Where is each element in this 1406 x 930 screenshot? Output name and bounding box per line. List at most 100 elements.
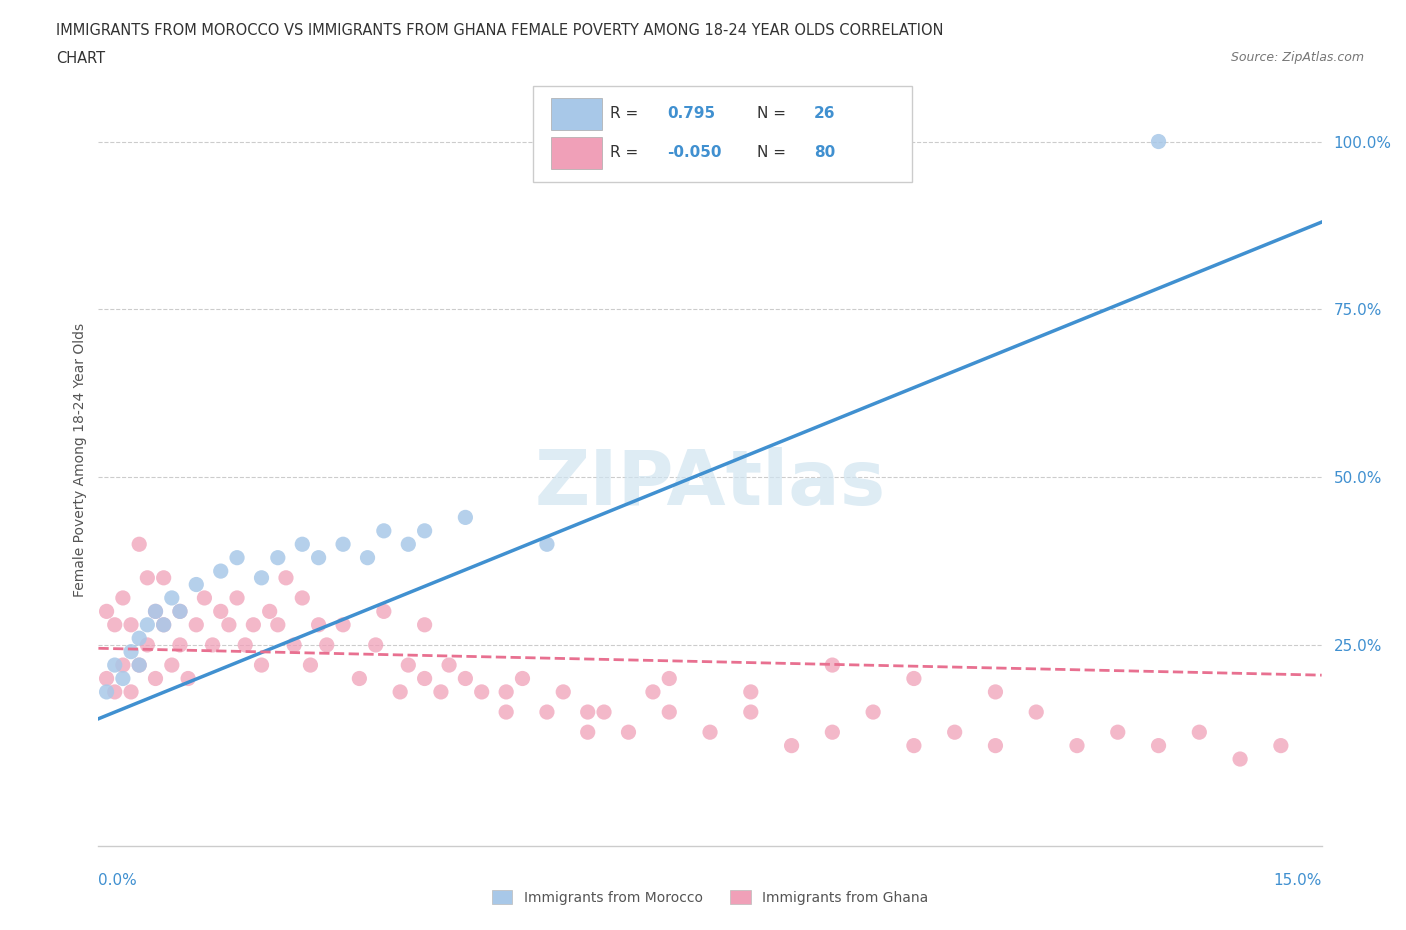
Point: [308, 618, 330, 632]
Point: [658, 705, 681, 720]
Point: [821, 724, 844, 739]
Text: 0.795: 0.795: [668, 106, 716, 121]
Point: [943, 724, 966, 739]
Point: [471, 684, 494, 699]
Point: [160, 658, 183, 672]
Text: Source: ZipAtlas.com: Source: ZipAtlas.com: [1230, 51, 1364, 64]
Point: [299, 658, 322, 672]
Point: [1188, 724, 1211, 739]
Point: [332, 618, 354, 632]
Point: [984, 684, 1007, 699]
Point: [356, 551, 378, 565]
Point: [177, 671, 200, 686]
Text: CHART: CHART: [56, 51, 105, 66]
Text: N =: N =: [756, 106, 790, 121]
Point: [226, 591, 249, 605]
Point: [373, 604, 395, 618]
Point: [111, 658, 134, 672]
Point: [740, 684, 762, 699]
Point: [396, 537, 419, 551]
Point: [332, 537, 354, 551]
Point: [169, 604, 191, 618]
FancyBboxPatch shape: [551, 137, 602, 169]
Point: [104, 658, 127, 672]
Point: [308, 551, 330, 565]
Point: [364, 637, 387, 652]
Point: [186, 578, 208, 592]
Point: [152, 618, 174, 632]
Point: [291, 537, 314, 551]
Point: [96, 684, 118, 699]
Point: [259, 604, 281, 618]
Point: [699, 724, 721, 739]
Text: 26: 26: [814, 106, 835, 121]
Point: [658, 671, 681, 686]
Point: [821, 658, 844, 672]
Point: [152, 618, 174, 632]
Point: [430, 684, 453, 699]
Text: R =: R =: [610, 145, 643, 160]
Legend: Immigrants from Morocco, Immigrants from Ghana: Immigrants from Morocco, Immigrants from…: [492, 890, 928, 905]
Text: 0.0%: 0.0%: [98, 873, 138, 888]
Point: [536, 705, 558, 720]
Point: [145, 604, 167, 618]
Text: 80: 80: [814, 145, 835, 160]
Point: [209, 604, 232, 618]
Point: [136, 637, 159, 652]
Point: [740, 705, 762, 720]
Text: R =: R =: [610, 106, 643, 121]
Point: [250, 570, 273, 585]
Point: [576, 724, 599, 739]
Point: [274, 570, 297, 585]
Point: [1066, 738, 1088, 753]
Point: [120, 618, 142, 632]
Point: [136, 618, 159, 632]
Point: [145, 604, 167, 618]
Point: [903, 671, 925, 686]
Point: [128, 537, 150, 551]
Point: [242, 618, 264, 632]
Point: [576, 705, 599, 720]
Point: [111, 671, 134, 686]
Point: [437, 658, 460, 672]
Point: [136, 570, 159, 585]
Point: [553, 684, 575, 699]
Point: [250, 658, 273, 672]
Point: [413, 524, 436, 538]
Point: [454, 510, 477, 525]
Point: [617, 724, 640, 739]
Point: [1025, 705, 1047, 720]
Point: [413, 671, 436, 686]
Point: [186, 618, 208, 632]
Y-axis label: Female Poverty Among 18-24 Year Olds: Female Poverty Among 18-24 Year Olds: [73, 324, 87, 597]
Point: [593, 705, 616, 720]
Point: [111, 591, 134, 605]
Point: [862, 705, 884, 720]
Point: [315, 637, 337, 652]
Point: [1147, 134, 1170, 149]
Point: [373, 524, 395, 538]
Text: 15.0%: 15.0%: [1274, 873, 1322, 888]
Point: [145, 671, 167, 686]
Point: [267, 551, 290, 565]
Point: [495, 705, 517, 720]
Point: [495, 684, 517, 699]
Point: [209, 564, 232, 578]
Point: [512, 671, 534, 686]
Point: [96, 671, 118, 686]
Point: [128, 658, 150, 672]
Point: [169, 637, 191, 652]
Point: [193, 591, 215, 605]
Point: [454, 671, 477, 686]
Point: [389, 684, 412, 699]
Point: [396, 658, 419, 672]
Point: [169, 604, 191, 618]
Point: [1147, 738, 1170, 753]
Point: [201, 637, 224, 652]
Point: [780, 738, 803, 753]
Point: [160, 591, 183, 605]
Point: [120, 684, 142, 699]
Point: [226, 551, 249, 565]
Point: [349, 671, 371, 686]
Text: -0.050: -0.050: [668, 145, 721, 160]
